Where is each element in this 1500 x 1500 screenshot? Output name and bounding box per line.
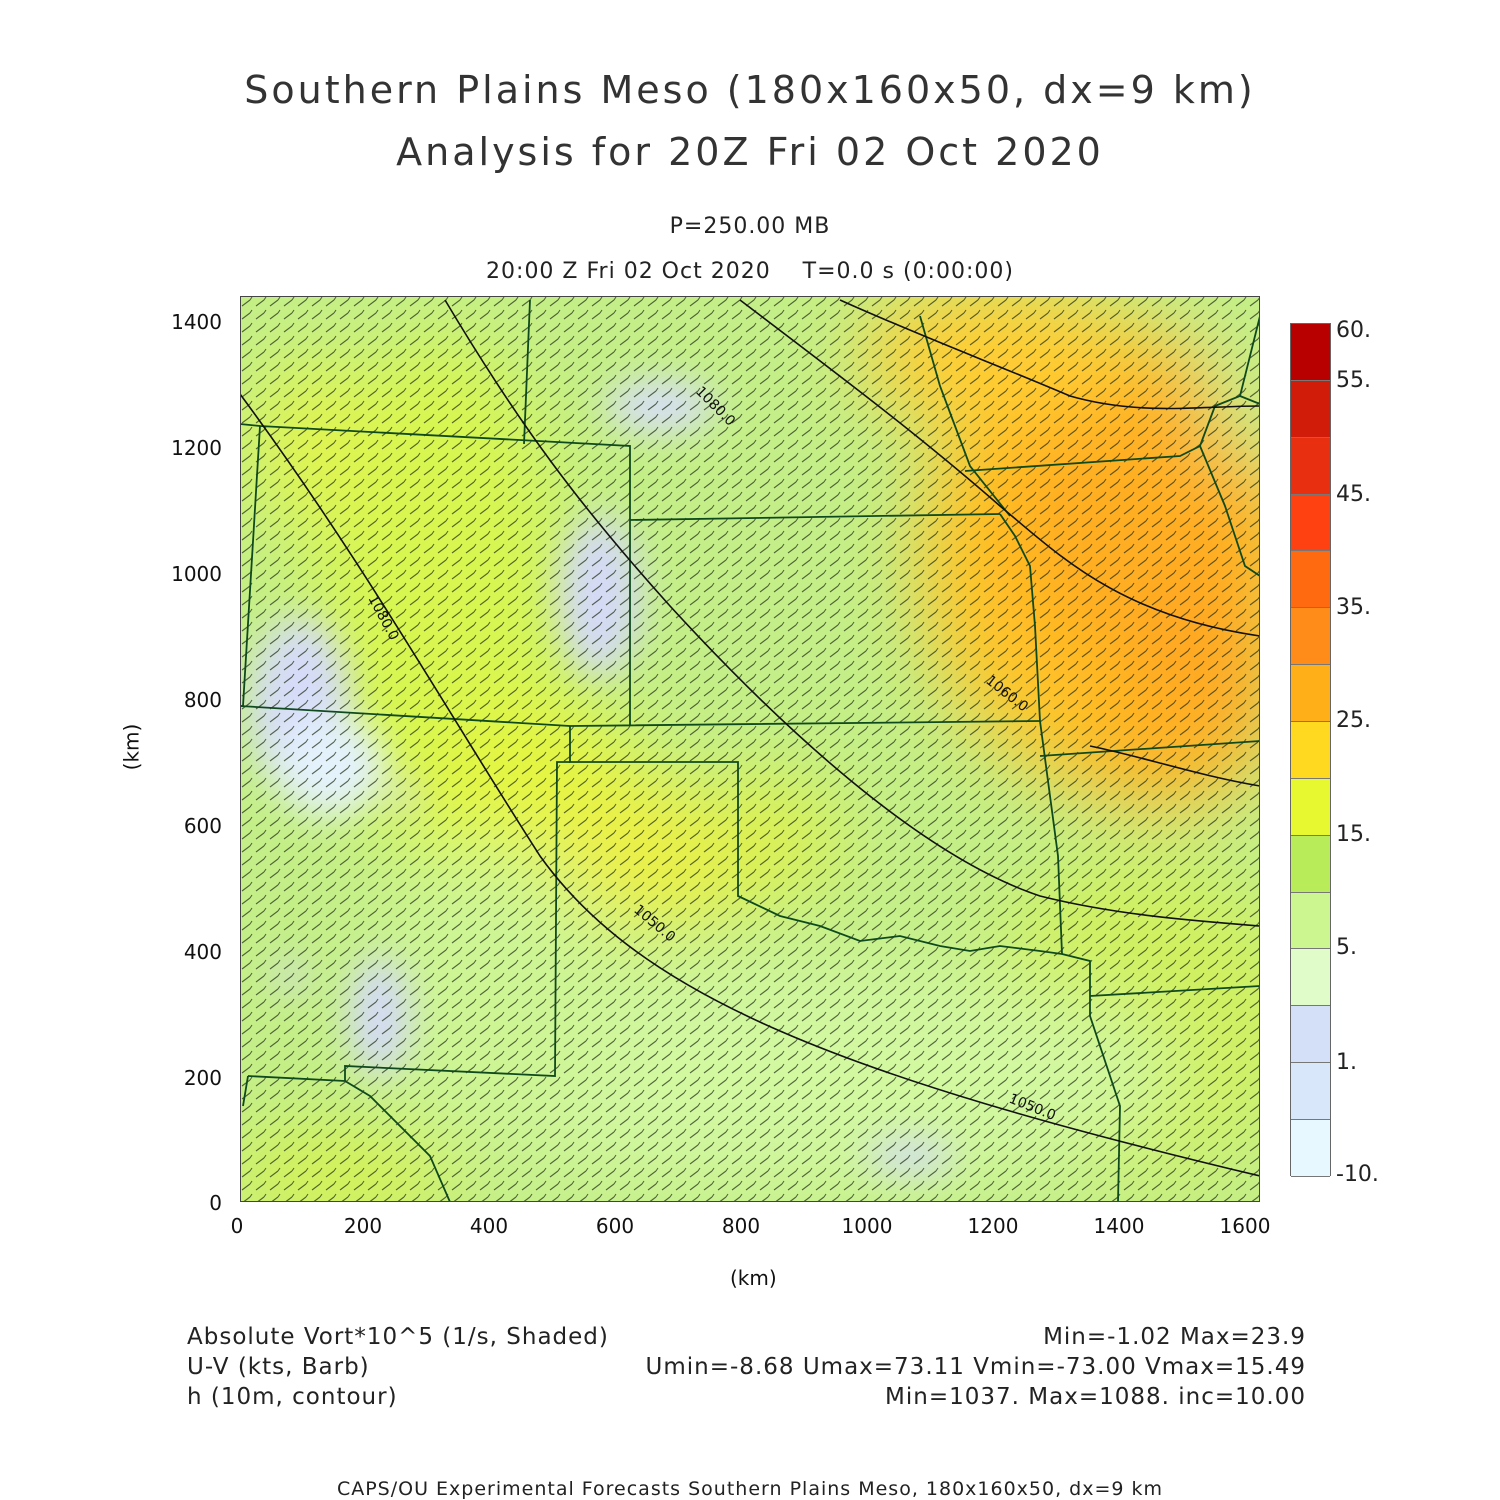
colorbar-label: 55. (1336, 368, 1371, 393)
colorbar-label: 60. (1336, 318, 1371, 343)
x-tick-label: 1200 (967, 1214, 1019, 1238)
title-line-2: Analysis for 20Z Fri 02 Oct 2020 (396, 130, 1104, 174)
colorbar-cell (1291, 494, 1330, 552)
y-tick-label: 200 (183, 1066, 222, 1090)
x-tick-label: 800 (721, 1214, 761, 1238)
colorbar-label: 1. (1336, 1050, 1357, 1075)
colorbar-label: -10. (1336, 1162, 1379, 1187)
colorbar-label: 25. (1336, 708, 1371, 733)
state-boundaries (240, 299, 1260, 1202)
x-tick-label: 1400 (1093, 1214, 1145, 1238)
legend-field3-stats: Min=1037. Max=1088. inc=10.00 (885, 1384, 1306, 1410)
legend-field1: Absolute Vort*10^5 (1/s, Shaded) (187, 1324, 609, 1350)
colorbar-cell (1291, 324, 1330, 381)
colorbar-cell (1291, 892, 1330, 950)
colorbar-cell (1291, 835, 1330, 893)
colorbar-cell (1291, 1063, 1330, 1121)
height-contours (240, 299, 1260, 1177)
x-tick-label: 600 (595, 1214, 635, 1238)
plot-frame (240, 296, 1260, 1202)
colorbar-cell (1291, 551, 1330, 609)
colorbar-label: 5. (1336, 935, 1357, 960)
x-tick-label: 1000 (841, 1214, 893, 1238)
wind-barbs (240, 296, 1260, 1202)
x-tick-label: 400 (469, 1214, 509, 1238)
colorbar-cell (1291, 1120, 1330, 1177)
pressure-level: P=250.00 MB (669, 214, 831, 239)
title-line-1: Southern Plains Meso (180x160x50, dx=9 k… (244, 68, 1256, 112)
colorbar-cell (1291, 778, 1330, 836)
y-tick-label: 800 (183, 688, 222, 712)
legend-field2-stats: Umin=-8.68 Umax=73.11 Vmin=-73.00 Vmax=1… (645, 1354, 1306, 1380)
colorbar (1290, 323, 1331, 1177)
colorbar-cell (1291, 665, 1330, 723)
y-tick-label: 600 (183, 814, 222, 838)
footer-credit: CAPS/OU Experimental Forecasts Southern … (336, 1478, 1164, 1500)
map-plot[interactable]: 1080.0 1080.0 1060.0 1050.0 1050.0 (240, 296, 1260, 1202)
colorbar-cell (1291, 722, 1330, 779)
legend-field2: U-V (kts, Barb) (187, 1354, 370, 1380)
x-axis-label: (km) (730, 1266, 777, 1290)
y-tick-label: 0 (209, 1191, 222, 1215)
colorbar-label: 45. (1336, 482, 1371, 507)
y-tick-label: 1200 (171, 436, 222, 460)
y-tick-label: 1400 (171, 310, 222, 334)
x-tick-label: 200 (343, 1214, 383, 1238)
legend-field3: h (10m, contour) (187, 1384, 398, 1410)
colorbar-cell (1291, 380, 1330, 438)
colorbar-label: 15. (1336, 822, 1371, 847)
y-tick-label: 400 (183, 940, 222, 964)
valid-time: 20:00 Z Fri 02 Oct 2020 T=0.0 s (0:00:00… (486, 259, 1014, 284)
legend-field1-stats: Min=-1.02 Max=23.9 (1043, 1324, 1306, 1350)
y-tick-label: 1000 (171, 562, 222, 586)
colorbar-cell (1291, 437, 1330, 495)
y-axis-label: (km) (119, 723, 144, 771)
x-tick-label: 1600 (1219, 1214, 1271, 1238)
colorbar-cell (1291, 949, 1330, 1007)
colorbar-label: 35. (1336, 595, 1371, 620)
colorbar-cell (1291, 608, 1330, 666)
x-tick-label: 0 (230, 1214, 244, 1238)
colorbar-cell (1291, 1006, 1330, 1064)
